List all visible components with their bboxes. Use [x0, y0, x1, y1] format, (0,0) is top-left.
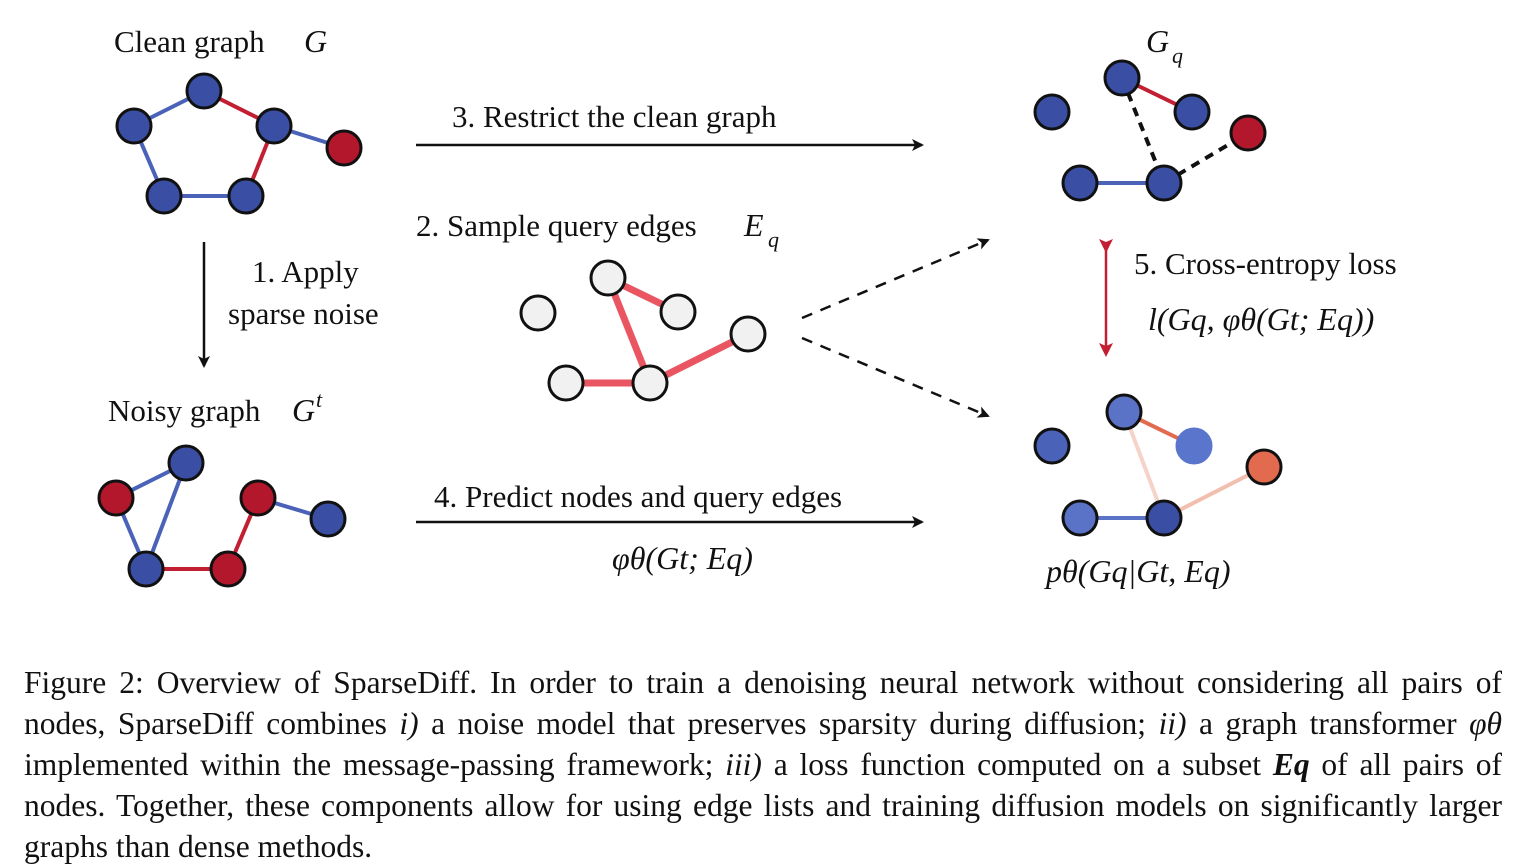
- query-node: [589, 259, 627, 297]
- pred-node: [1145, 499, 1183, 537]
- query-node: [659, 293, 697, 331]
- step1-label-line1: 1. Apply: [252, 254, 359, 289]
- clean-graph-symbol: G: [304, 23, 327, 59]
- caption-prefix: Figure 2: Overview of SparseDiff. In ord…: [24, 664, 1502, 741]
- step5-formula: l(Gq, φθ(Gt; Eq)): [1148, 301, 1374, 337]
- clean-node: [255, 107, 293, 145]
- step5-label: 5. Cross-entropy loss: [1134, 246, 1397, 281]
- caption-iii-marker: iii): [725, 746, 762, 782]
- restricted-graph: [1033, 59, 1267, 202]
- pred-node: [1175, 427, 1213, 465]
- query-node: [547, 364, 585, 402]
- gq-node: [1033, 93, 1071, 131]
- gq-subscript: q: [1172, 43, 1183, 68]
- clean-node: [145, 177, 183, 215]
- caption-part-i: a noise model that preserves sparsity du…: [418, 705, 1159, 741]
- caption-eq-symbol: Eq: [1272, 746, 1310, 782]
- clean-graph-label: Clean graph: [114, 24, 265, 59]
- clean-node: [115, 107, 153, 145]
- gq-node: [1145, 164, 1183, 202]
- noisy-node: [209, 550, 247, 588]
- query-node: [631, 364, 669, 402]
- step4-label: 4. Predict nodes and query edges: [434, 479, 842, 514]
- prediction-formula: pθ(Gq|Gt, Eq): [1044, 553, 1230, 589]
- caption-phi-symbol: φθ: [1469, 705, 1502, 741]
- gq-symbol: G: [1146, 23, 1169, 59]
- noisy-graph: [97, 444, 347, 588]
- noisy-node: [97, 479, 135, 517]
- pred-node: [1061, 499, 1099, 537]
- gq-node: [1173, 93, 1211, 131]
- gq-node: [1229, 114, 1267, 152]
- pred-node: [1033, 427, 1071, 465]
- clean-node: [227, 177, 265, 215]
- caption-part-iii-b: of all pairs of nodes. Together, these c…: [24, 746, 1503, 864]
- caption-ii-marker: ii): [1158, 705, 1187, 741]
- noisy-node: [167, 444, 205, 482]
- query-to-gq-arrow: [801, 238, 990, 320]
- overview-figure: Clean graph G 1. Apply sparse noise Nois…: [97, 23, 1397, 589]
- pred-node: [1245, 448, 1283, 486]
- noisy-graph-label: Noisy graph: [108, 393, 261, 428]
- gq-node: [1061, 164, 1099, 202]
- clean-graph: [115, 72, 363, 215]
- step2-symbol: E: [743, 207, 764, 243]
- noisy-graph-symbol: G: [292, 392, 315, 428]
- noisy-graph-superscript: t: [316, 387, 323, 412]
- noisy-node: [127, 550, 165, 588]
- step2-subscript: q: [768, 227, 779, 252]
- predicted-graph: [1033, 393, 1283, 537]
- noisy-node: [239, 479, 277, 517]
- pred-node: [1105, 393, 1143, 431]
- query-node: [729, 315, 767, 353]
- caption-i-marker: i): [399, 705, 419, 741]
- gq-node: [1103, 59, 1141, 97]
- query-node: [519, 294, 557, 332]
- step2-label: 2. Sample query edges: [416, 208, 697, 243]
- caption-part-iii-a: a loss function computed on a subset: [761, 746, 1273, 782]
- noisy-node: [309, 500, 347, 538]
- caption-part-ii-b: implemented within the message-passing f…: [24, 746, 726, 782]
- clean-node: [185, 72, 223, 110]
- caption-part-ii-a: a graph transformer: [1186, 705, 1470, 741]
- figure-caption: Figure 2: Overview of SparseDiff. In ord…: [24, 662, 1502, 867]
- query-to-prediction-arrow: [801, 336, 990, 418]
- step1-label-line2: sparse noise: [228, 296, 379, 331]
- step3-label: 3. Restrict the clean graph: [452, 99, 777, 134]
- step4-formula: φθ(Gt; Eq): [612, 540, 753, 576]
- clean-node: [325, 129, 363, 167]
- query-edges-graph: [519, 259, 767, 402]
